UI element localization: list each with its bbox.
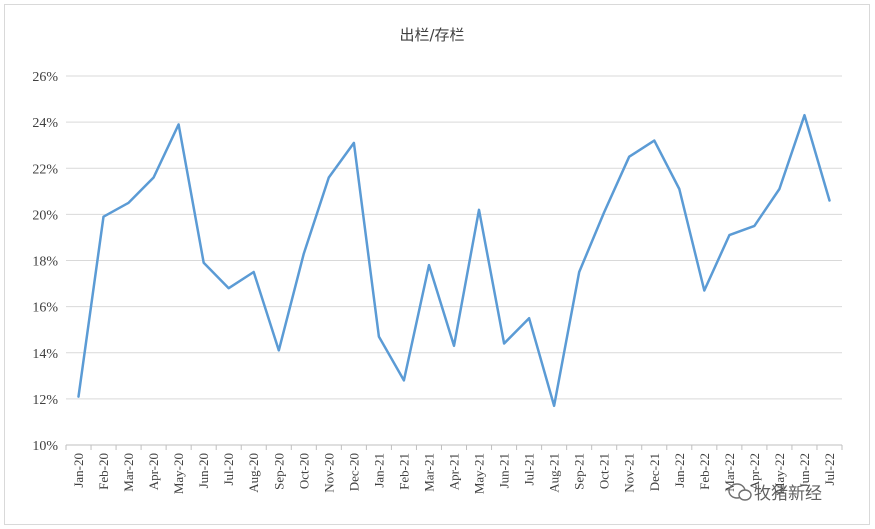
wechat-bubble-icon xyxy=(728,483,752,501)
x-tick-label: Feb-21 xyxy=(396,453,411,490)
x-tick-label: Jul-21 xyxy=(522,453,537,486)
chart-frame xyxy=(4,4,870,525)
y-tick-label: 26% xyxy=(32,70,58,85)
watermark: 牧猪新经 xyxy=(728,483,822,504)
series-layer xyxy=(77,113,831,408)
x-tick-label: Jul-20 xyxy=(221,453,236,486)
x-tick-label: Jul-22 xyxy=(822,453,837,486)
x-tick-label: Jan-22 xyxy=(672,453,687,488)
y-tick-label: 18% xyxy=(32,255,58,270)
y-tick-label: 22% xyxy=(32,162,58,177)
x-tick-label: Aug-21 xyxy=(547,453,562,493)
x-tick-label: Dec-20 xyxy=(346,453,361,491)
x-axis-ticks: Jan-20 Feb-20 Mar-20 Apr-20 May-20 Jun-20 Jul-… xyxy=(65,445,843,494)
x-tick-label: Apr-21 xyxy=(447,453,462,490)
gridlines xyxy=(66,75,842,446)
y-axis-ticks: 10% 12% 14% 16% 18% 20% 22% 24% 26% xyxy=(32,70,58,454)
x-tick-label: Jan-20 xyxy=(71,453,86,488)
x-tick-label: Apr-22 xyxy=(747,453,762,490)
x-tick-label: Nov-21 xyxy=(622,453,637,493)
x-tick-label: May-22 xyxy=(772,453,787,494)
y-tick-label: 12% xyxy=(32,393,58,408)
x-tick-label: Sep-20 xyxy=(271,453,286,490)
y-tick-label: 20% xyxy=(32,208,58,223)
x-tick-label: Jan-21 xyxy=(371,453,386,488)
x-tick-label: Mar-22 xyxy=(722,453,737,492)
x-tick-label: Mar-21 xyxy=(421,453,436,492)
x-tick-label: Apr-20 xyxy=(146,453,161,490)
x-tick-label: Feb-22 xyxy=(697,453,712,490)
y-tick-label: 24% xyxy=(32,116,58,131)
x-tick-label: May-20 xyxy=(171,453,186,494)
watermark-text: 牧猪新经 xyxy=(754,484,822,504)
x-tick-label: Jun-20 xyxy=(196,453,211,488)
x-tick-label: Jun-22 xyxy=(797,453,812,488)
y-tick-label: 10% xyxy=(32,439,58,454)
chart-title: 出栏/存栏 xyxy=(399,26,464,44)
x-tick-label: Oct-21 xyxy=(597,453,612,489)
x-tick-label: Dec-21 xyxy=(647,453,662,491)
x-tick-label: May-21 xyxy=(472,453,487,494)
x-tick-label: Feb-20 xyxy=(96,453,111,490)
x-tick-label: Aug-20 xyxy=(246,453,261,493)
y-tick-label: 16% xyxy=(32,301,58,316)
x-tick-label: Mar-20 xyxy=(121,453,136,492)
x-tick-label: Sep-21 xyxy=(572,453,587,490)
x-tick-label: Nov-20 xyxy=(321,453,336,493)
x-tick-label: Jun-21 xyxy=(497,453,512,488)
y-tick-label: 14% xyxy=(32,347,58,362)
x-tick-label: Oct-20 xyxy=(296,453,311,489)
